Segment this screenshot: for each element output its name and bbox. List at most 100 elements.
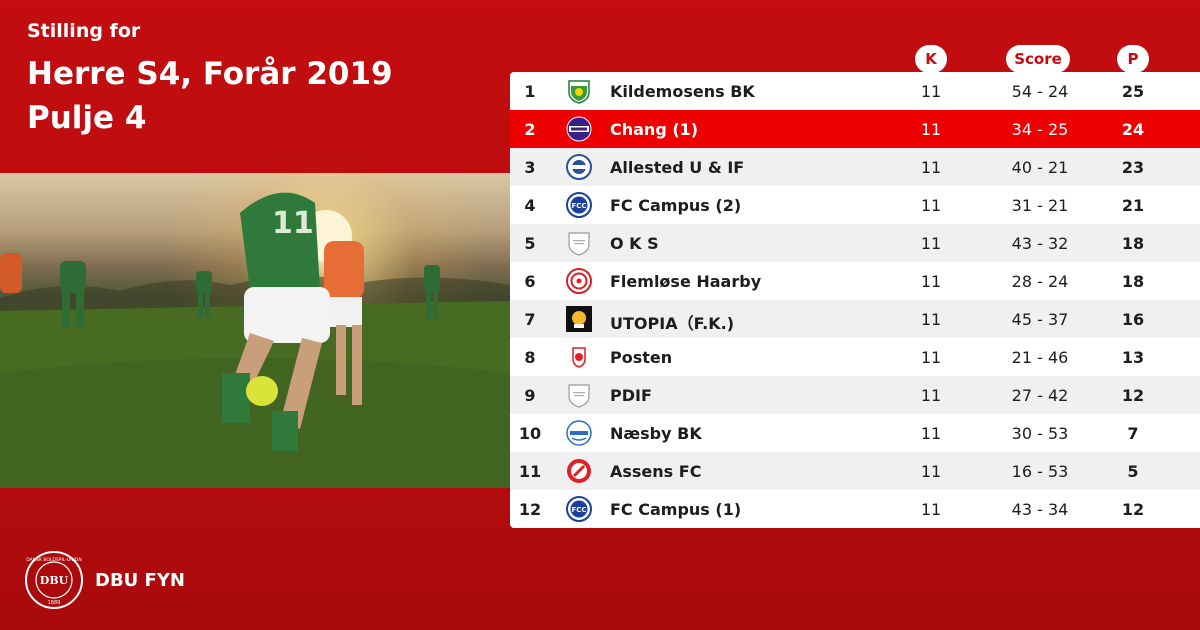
matches-played: 11 (920, 462, 942, 481)
points: 13 (1121, 348, 1145, 367)
position: 2 (524, 120, 536, 139)
table-row: 4 FCC FC Campus (2) 11 31 - 21 21 (510, 186, 1200, 224)
position: 10 (518, 424, 542, 443)
points: 18 (1121, 234, 1145, 253)
position: 6 (524, 272, 536, 291)
team-name: UTOPIA（F.K.) (610, 314, 735, 333)
brand-name: DBU FYN (95, 570, 185, 591)
goal-score: 21 - 46 (1011, 348, 1069, 367)
position: 11 (518, 462, 542, 481)
goal-score: 34 - 25 (1011, 120, 1069, 139)
team-name: Kildemosens BK (610, 82, 755, 101)
page-title: Herre S4, Forår 2019 (27, 56, 393, 92)
dbu-seal-logo: DBU DANSK BOLDSPIL-UNION 1889 (25, 551, 83, 609)
svg-text:11: 11 (272, 206, 314, 241)
team-name: Assens FC (610, 462, 702, 481)
goal-score: 27 - 42 (1011, 386, 1069, 405)
football-photo-art: 11 (0, 192, 510, 488)
position: 12 (518, 500, 542, 519)
fc-campus-crest-icon: FCC (566, 496, 592, 522)
table-row: 8 Posten 11 21 - 46 13 (510, 338, 1200, 376)
fc-campus-crest-icon: FCC (566, 192, 592, 218)
chang-crest-icon (566, 116, 592, 142)
goal-score: 31 - 21 (1011, 196, 1069, 215)
assens-crest-icon (567, 459, 591, 483)
placeholder-crest-icon (568, 232, 590, 256)
table-row: 7 UTOPIA（F.K.) 11 45 - 37 16 (510, 300, 1200, 338)
points: 7 (1127, 424, 1139, 443)
svg-text:FCC: FCC (571, 202, 586, 210)
matches-played: 11 (920, 196, 942, 215)
matches-played: 11 (920, 500, 942, 519)
matches-played: 11 (920, 120, 942, 139)
table-row: 5 O K S 11 43 - 32 18 (510, 224, 1200, 262)
team-name: O K S (610, 234, 659, 253)
goal-score: 43 - 34 (1011, 500, 1069, 519)
utopia-crest-icon (566, 306, 592, 332)
header: Stilling for Herre S4, Forår 2019 Pulje … (27, 20, 393, 140)
column-header-played: K (915, 45, 947, 73)
naesby-crest-icon (566, 420, 592, 446)
goal-score: 45 - 37 (1011, 310, 1069, 329)
table-row: 3 Allested U & IF 11 40 - 21 23 (510, 148, 1200, 186)
points: 23 (1121, 158, 1145, 177)
points: 12 (1121, 500, 1145, 519)
matches-played: 11 (920, 424, 942, 443)
subtitle: Stilling for (27, 20, 141, 42)
matches-played: 11 (920, 234, 942, 253)
position: 5 (524, 234, 536, 253)
team-name: Flemløse Haarby (610, 272, 762, 291)
table-row: 6 Flemløse Haarby 11 28 - 24 18 (510, 262, 1200, 300)
kildemosens-crest-icon (568, 80, 590, 104)
column-header-score: Score (1006, 45, 1070, 73)
team-name: Posten (610, 348, 673, 367)
team-name: FC Campus (1) (610, 500, 742, 519)
team-name: Allested U & IF (610, 158, 745, 177)
matches-played: 11 (920, 386, 942, 405)
goal-score: 40 - 21 (1011, 158, 1069, 177)
table-row: 1 Kildemosens BK 11 54 - 24 25 (510, 72, 1200, 110)
matches-played: 11 (920, 82, 942, 101)
svg-text:DANSK BOLDSPIL-UNION: DANSK BOLDSPIL-UNION (26, 557, 81, 563)
points: 25 (1121, 82, 1145, 101)
team-name: FC Campus (2) (610, 196, 742, 215)
table-row: 11 Assens FC 11 16 - 53 5 (510, 452, 1200, 490)
svg-text:DBU: DBU (40, 574, 69, 587)
football-photo: 11 (0, 173, 510, 488)
matches-played: 11 (920, 348, 942, 367)
points: 21 (1121, 196, 1145, 215)
position: 7 (524, 310, 536, 329)
position: 4 (524, 196, 536, 215)
table-row: 12 FCC FC Campus (1) 11 43 - 34 12 (510, 490, 1200, 528)
table-row-highlighted: 2 Chang (1) 11 34 - 25 24 (510, 110, 1200, 148)
goal-score: 28 - 24 (1011, 272, 1069, 291)
standings-table: 1 Kildemosens BK 11 54 - 24 25 2 Chang (… (510, 72, 1200, 528)
points: 12 (1121, 386, 1145, 405)
position: 9 (524, 386, 536, 405)
table-row: 10 Næsby BK 11 30 - 53 7 (510, 414, 1200, 452)
column-header-points: P (1117, 45, 1149, 73)
team-name: PDIF (610, 386, 652, 405)
points: 16 (1121, 310, 1145, 329)
matches-played: 11 (920, 272, 942, 291)
position: 3 (524, 158, 536, 177)
pool-title: Pulje 4 (27, 100, 147, 136)
points: 18 (1121, 272, 1145, 291)
posten-crest-icon (572, 347, 586, 368)
matches-played: 11 (920, 158, 942, 177)
position: 8 (524, 348, 536, 367)
goal-score: 43 - 32 (1011, 234, 1069, 253)
matches-played: 11 (920, 310, 942, 329)
svg-text:1889: 1889 (48, 600, 61, 606)
points: 24 (1121, 120, 1145, 139)
team-name: Chang (1) (610, 120, 699, 139)
team-name: Næsby BK (610, 424, 702, 443)
flemlose-crest-icon (566, 268, 592, 294)
goal-score: 16 - 53 (1011, 462, 1069, 481)
goal-score: 54 - 24 (1011, 82, 1069, 101)
points: 5 (1127, 462, 1139, 481)
svg-text:FCC: FCC (571, 506, 586, 514)
table-row: 9 PDIF 11 27 - 42 12 (510, 376, 1200, 414)
allested-crest-icon (566, 154, 592, 180)
goal-score: 30 - 53 (1011, 424, 1069, 443)
